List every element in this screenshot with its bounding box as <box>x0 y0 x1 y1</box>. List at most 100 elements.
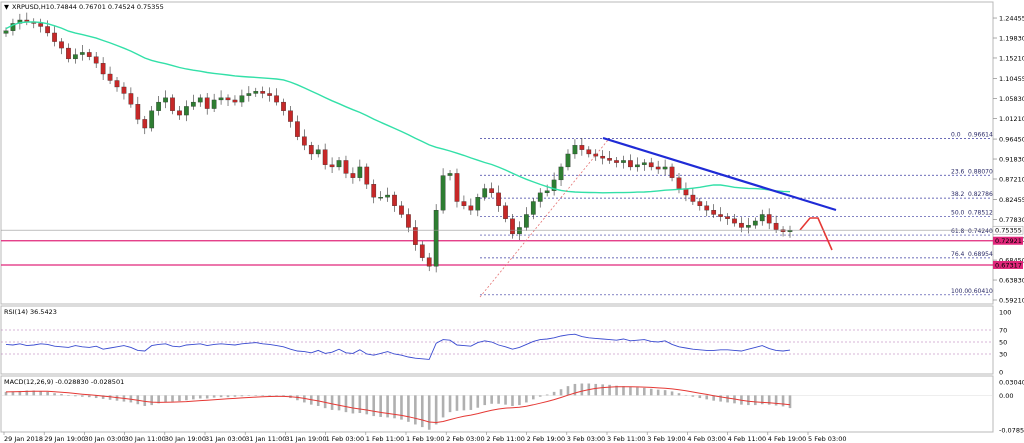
fib-level-price: 0.74240 <box>968 228 993 235</box>
macd-bar <box>476 395 480 408</box>
macd-bar <box>32 390 36 396</box>
macd-bar <box>545 394 549 396</box>
candle-body <box>149 110 155 129</box>
rsi-line <box>5 333 791 360</box>
candle-body <box>364 166 370 185</box>
candle-body <box>66 47 71 60</box>
macd-bar <box>11 391 15 396</box>
macd-bar <box>94 395 98 399</box>
rsi-axis-label: 70 <box>999 327 1007 335</box>
macd-bar <box>656 389 660 396</box>
candle-body <box>746 225 751 228</box>
candle-body <box>218 97 224 101</box>
candle-body <box>780 229 786 232</box>
macd-bar <box>427 395 431 430</box>
price-tick-label: 0.96450 <box>999 136 1024 144</box>
candle-body <box>718 214 723 217</box>
candle-body <box>711 209 717 215</box>
macd-bar <box>414 395 417 425</box>
candle-body <box>128 93 134 105</box>
fibonacci-retracement[interactable]: 0.0 0.96614 23.6 0.88070 38.2 0.82786 50.0 0.78… <box>480 131 993 296</box>
macd-bar <box>46 391 49 396</box>
macd-bar <box>39 390 42 396</box>
time-tick-label: 3 Feb 19:00 <box>647 435 686 443</box>
candle-body <box>288 110 293 122</box>
macd-bar <box>448 395 452 413</box>
macd-bar <box>81 395 84 397</box>
time-axis: 29 Jan 2018 29 Jan 19:00 30 Jan 03:00 30 Ja… <box>3 432 847 443</box>
candle-body <box>93 56 99 64</box>
time-tick-label: 29 Jan 19:00 <box>44 435 85 443</box>
macd-bar <box>518 395 521 406</box>
candle-body <box>440 175 446 211</box>
candle-body <box>732 218 737 224</box>
candle-body <box>572 145 578 155</box>
candle-body <box>3 30 9 34</box>
macd-bar <box>469 395 473 410</box>
price-tick-label: 1.15210 <box>999 54 1024 62</box>
candle-body <box>329 164 335 168</box>
macd-bar <box>164 395 167 403</box>
trendline-group[interactable] <box>479 136 837 298</box>
macd-bar <box>275 395 278 396</box>
candle-body <box>225 97 231 101</box>
macd-bar <box>531 395 535 400</box>
candle-body <box>267 93 272 96</box>
time-tick-label: 1 Feb 19:00 <box>406 435 445 443</box>
macd-bar <box>726 395 729 403</box>
candle-body <box>551 179 557 191</box>
macd-indicator: 0.030406 0.00 -0.078541 <box>1 379 1024 434</box>
macd-bar <box>538 395 542 397</box>
candle-body <box>170 97 175 111</box>
candle-body <box>496 192 501 206</box>
macd-panel-frame <box>0 375 994 433</box>
candle-body <box>59 41 64 49</box>
time-tick-label: 4 Feb 11:00 <box>728 435 767 443</box>
macd-bar <box>171 395 174 402</box>
price-tick-label: 0.87210 <box>999 175 1024 183</box>
ohlc-values: 0.74844 0.76701 0.74524 0.75355 <box>50 3 164 11</box>
candle-body <box>558 166 564 181</box>
candle-body <box>107 73 113 81</box>
candle-body <box>121 86 127 94</box>
macd-bar <box>615 385 618 396</box>
candle-body <box>690 194 696 202</box>
macd-bar <box>4 391 8 396</box>
macd-bar <box>337 395 341 411</box>
candle-body <box>308 145 314 155</box>
macd-bar <box>379 395 382 417</box>
macd-bar <box>747 395 750 406</box>
macd-bar <box>108 395 112 400</box>
candle-body <box>579 145 585 150</box>
candle-body <box>621 160 626 163</box>
macd-bar <box>365 395 369 415</box>
bearish-trendline[interactable] <box>602 136 837 212</box>
fib-level-price: 0.60410 <box>968 288 993 295</box>
macd-bar <box>219 395 223 398</box>
candle-body <box>641 162 647 165</box>
fib-level-percent: 50.0 <box>951 210 965 217</box>
macd-bar <box>767 395 771 405</box>
macd-bar <box>420 395 424 428</box>
price-tick-label: 1.10455 <box>999 75 1024 83</box>
time-tick-label: 31 Jan 11:00 <box>245 435 286 443</box>
macd-axis-label: 0.030406 <box>999 379 1024 387</box>
support-price-label: 0.72921 <box>995 237 1022 245</box>
price-tick-label: 1.19830 <box>999 35 1024 43</box>
support-price-tag <box>993 236 1023 245</box>
rsi-axis-label: 0 <box>999 369 1003 377</box>
current-price-label: 0.75355 <box>995 227 1022 235</box>
candle-body <box>350 173 356 178</box>
macd-bar <box>622 386 625 396</box>
macd-bar <box>497 395 500 404</box>
macd-bar <box>185 395 188 401</box>
time-tick-label: 4 Feb 03:00 <box>687 435 726 443</box>
rsi-header: RSI(14) 36.5423 <box>4 308 57 316</box>
collapse-arrow-icon[interactable]: ▼ <box>4 3 9 11</box>
macd-bar <box>233 395 237 397</box>
candle-body <box>281 101 286 111</box>
macd-bar <box>601 384 604 396</box>
candle-body <box>607 158 612 161</box>
candle-body <box>468 205 474 211</box>
